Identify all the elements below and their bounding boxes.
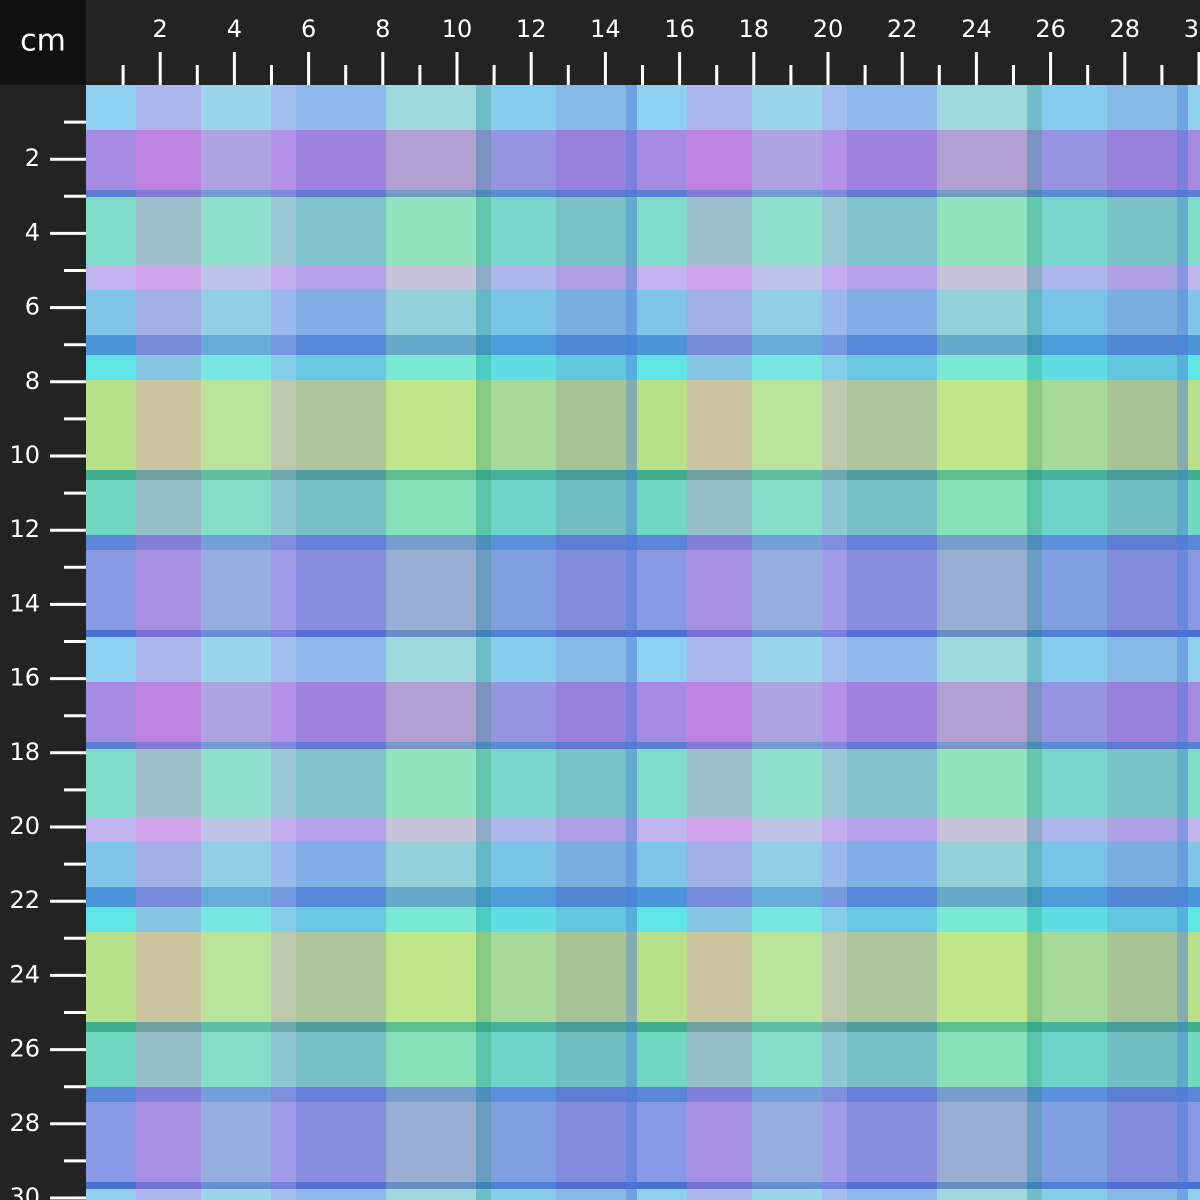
ruler-label: 2 — [25, 144, 40, 172]
unit-box — [0, 0, 86, 85]
ruler-label: 8 — [375, 15, 390, 43]
ruler-label: 18 — [9, 738, 40, 766]
ruler-label: 30 — [9, 1183, 40, 1200]
unit-label: cm — [20, 24, 66, 59]
ruler-label: 6 — [25, 293, 40, 321]
ruler-label: 8 — [25, 367, 40, 395]
ruler-label: 18 — [739, 15, 770, 43]
ruler-label: 4 — [25, 218, 40, 246]
ruler-label: 22 — [9, 886, 40, 914]
ruler-label: 6 — [301, 15, 316, 43]
ruler-label: 26 — [1035, 15, 1066, 43]
ruler-label: 28 — [1110, 15, 1141, 43]
left-ruler — [0, 0, 86, 1200]
ruler-label: 24 — [9, 960, 40, 988]
ruler-label: 4 — [227, 15, 242, 43]
ruler-label: 28 — [9, 1109, 40, 1137]
ruler-label: 16 — [9, 664, 40, 692]
ruler-label: 30 — [1184, 15, 1200, 43]
ruler-label: 16 — [664, 15, 695, 43]
ruler-label: 12 — [9, 515, 40, 543]
ruler-label: 26 — [9, 1035, 40, 1063]
ruler-label: 14 — [590, 15, 621, 43]
fabric-swatch — [86, 85, 1200, 1200]
ruler-label: 22 — [887, 15, 918, 43]
top-ruler — [0, 0, 1200, 85]
ruler-label: 10 — [442, 15, 473, 43]
ruler-label: 14 — [9, 589, 40, 617]
ruler-label: 10 — [9, 441, 40, 469]
ruler-label: 20 — [9, 812, 40, 840]
ruler-label: 24 — [961, 15, 992, 43]
ruler-label: 20 — [813, 15, 844, 43]
ruler-label: 12 — [516, 15, 547, 43]
ruler-label: 2 — [153, 15, 168, 43]
